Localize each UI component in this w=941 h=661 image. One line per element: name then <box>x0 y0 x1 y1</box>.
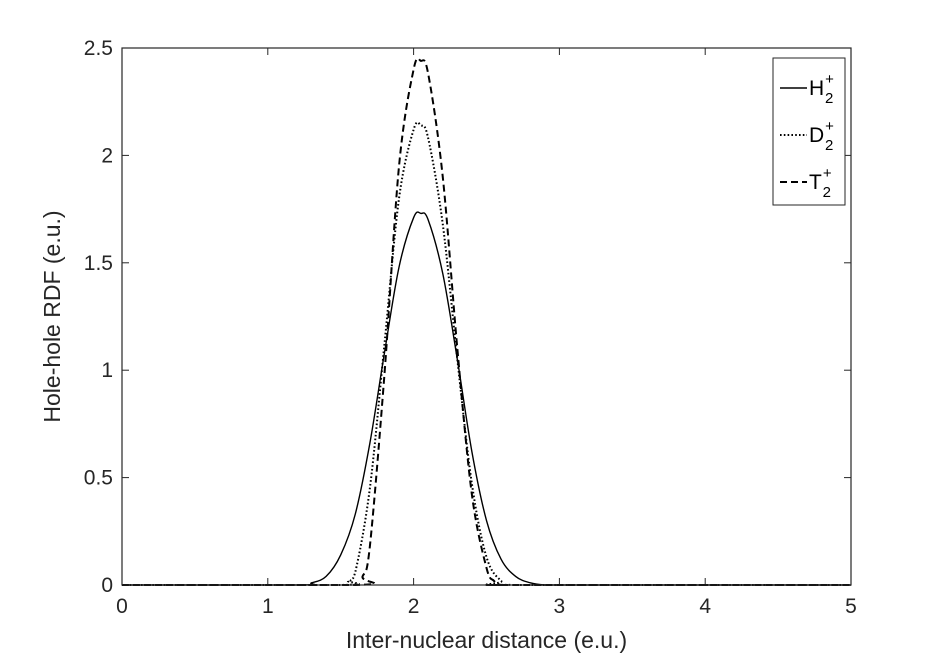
x-tick-label: 2 <box>408 595 420 618</box>
legend-label-superscript: + <box>823 165 832 182</box>
y-tick-label: 0 <box>101 574 113 597</box>
y-tick-label: 2.5 <box>84 37 113 60</box>
legend-label-subscript: 2 <box>825 90 833 107</box>
legend-box <box>772 57 846 206</box>
legend-label-main: D <box>809 124 824 147</box>
x-tick-label: 1 <box>262 595 274 618</box>
legend-label-superscript: + <box>825 118 834 135</box>
legend-label-subscript: 2 <box>823 184 831 201</box>
legend-label-subscript: 2 <box>825 137 833 154</box>
legend: H+ 2D+ 2T+ 2 <box>772 57 846 206</box>
series-line-h <box>122 211 851 586</box>
x-tick-label: 3 <box>554 595 566 618</box>
x-tick-label: 4 <box>699 595 711 618</box>
x-tick-label: 0 <box>116 595 128 618</box>
legend-label-t: T+ 2 <box>809 165 832 201</box>
series-line-d <box>122 121 851 587</box>
legend-label-main: T <box>809 171 822 194</box>
legend-label-main: H <box>809 77 824 100</box>
legend-label-d: D+ 2 <box>809 118 834 154</box>
legend-label-h: H+ 2 <box>809 71 834 107</box>
y-tick-label: 1.5 <box>84 252 113 275</box>
y-tick-label: 1 <box>101 359 113 382</box>
y-tick-label: 2 <box>101 144 113 167</box>
axes-box <box>121 47 852 586</box>
x-tick-label: 5 <box>845 595 857 618</box>
y-tick-label: 0.5 <box>84 467 113 490</box>
x-axis-ticks: 0 1 2 3 4 5 <box>116 48 857 618</box>
legend-label-superscript: + <box>825 71 834 88</box>
y-axis-ticks: 0 0.5 1 1.5 2 2.5 <box>84 37 851 597</box>
y-axis-label: Hole-hole RDF (e.u.) <box>39 210 65 422</box>
x-axis-label: Inter-nuclear distance (e.u.) <box>346 627 627 653</box>
